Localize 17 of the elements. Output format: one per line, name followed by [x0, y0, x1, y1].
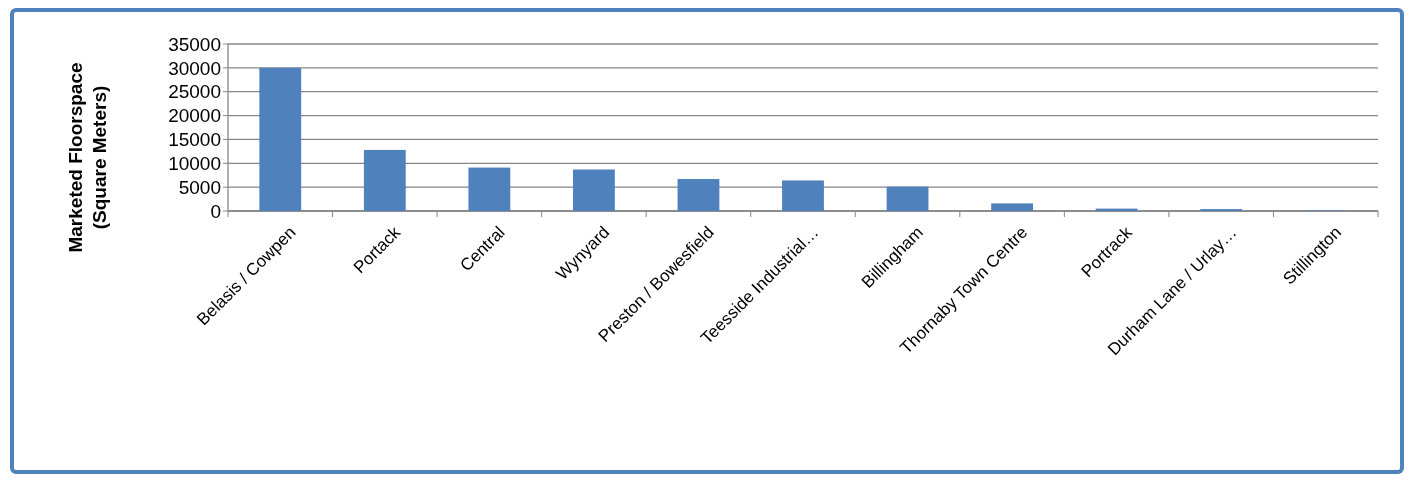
y-tick-label: 0 [210, 200, 221, 222]
bar [677, 179, 720, 211]
bar [991, 203, 1033, 211]
y-tick-label: 35000 [168, 33, 221, 55]
y-tick-label: 10000 [168, 152, 221, 174]
bar [363, 149, 406, 211]
y-tick-label: 15000 [168, 129, 221, 151]
bar [468, 167, 511, 211]
y-tick-label: 5000 [178, 176, 221, 198]
y-tick-label: 20000 [168, 105, 221, 127]
bar [573, 169, 615, 211]
bar [259, 67, 302, 211]
y-tick-label: 25000 [168, 81, 221, 103]
y-tick-label: 30000 [168, 57, 221, 79]
y-axis-title: Marketed Floorspace (Square Meters) [65, 62, 110, 253]
bar [886, 186, 929, 211]
bar [782, 180, 824, 211]
